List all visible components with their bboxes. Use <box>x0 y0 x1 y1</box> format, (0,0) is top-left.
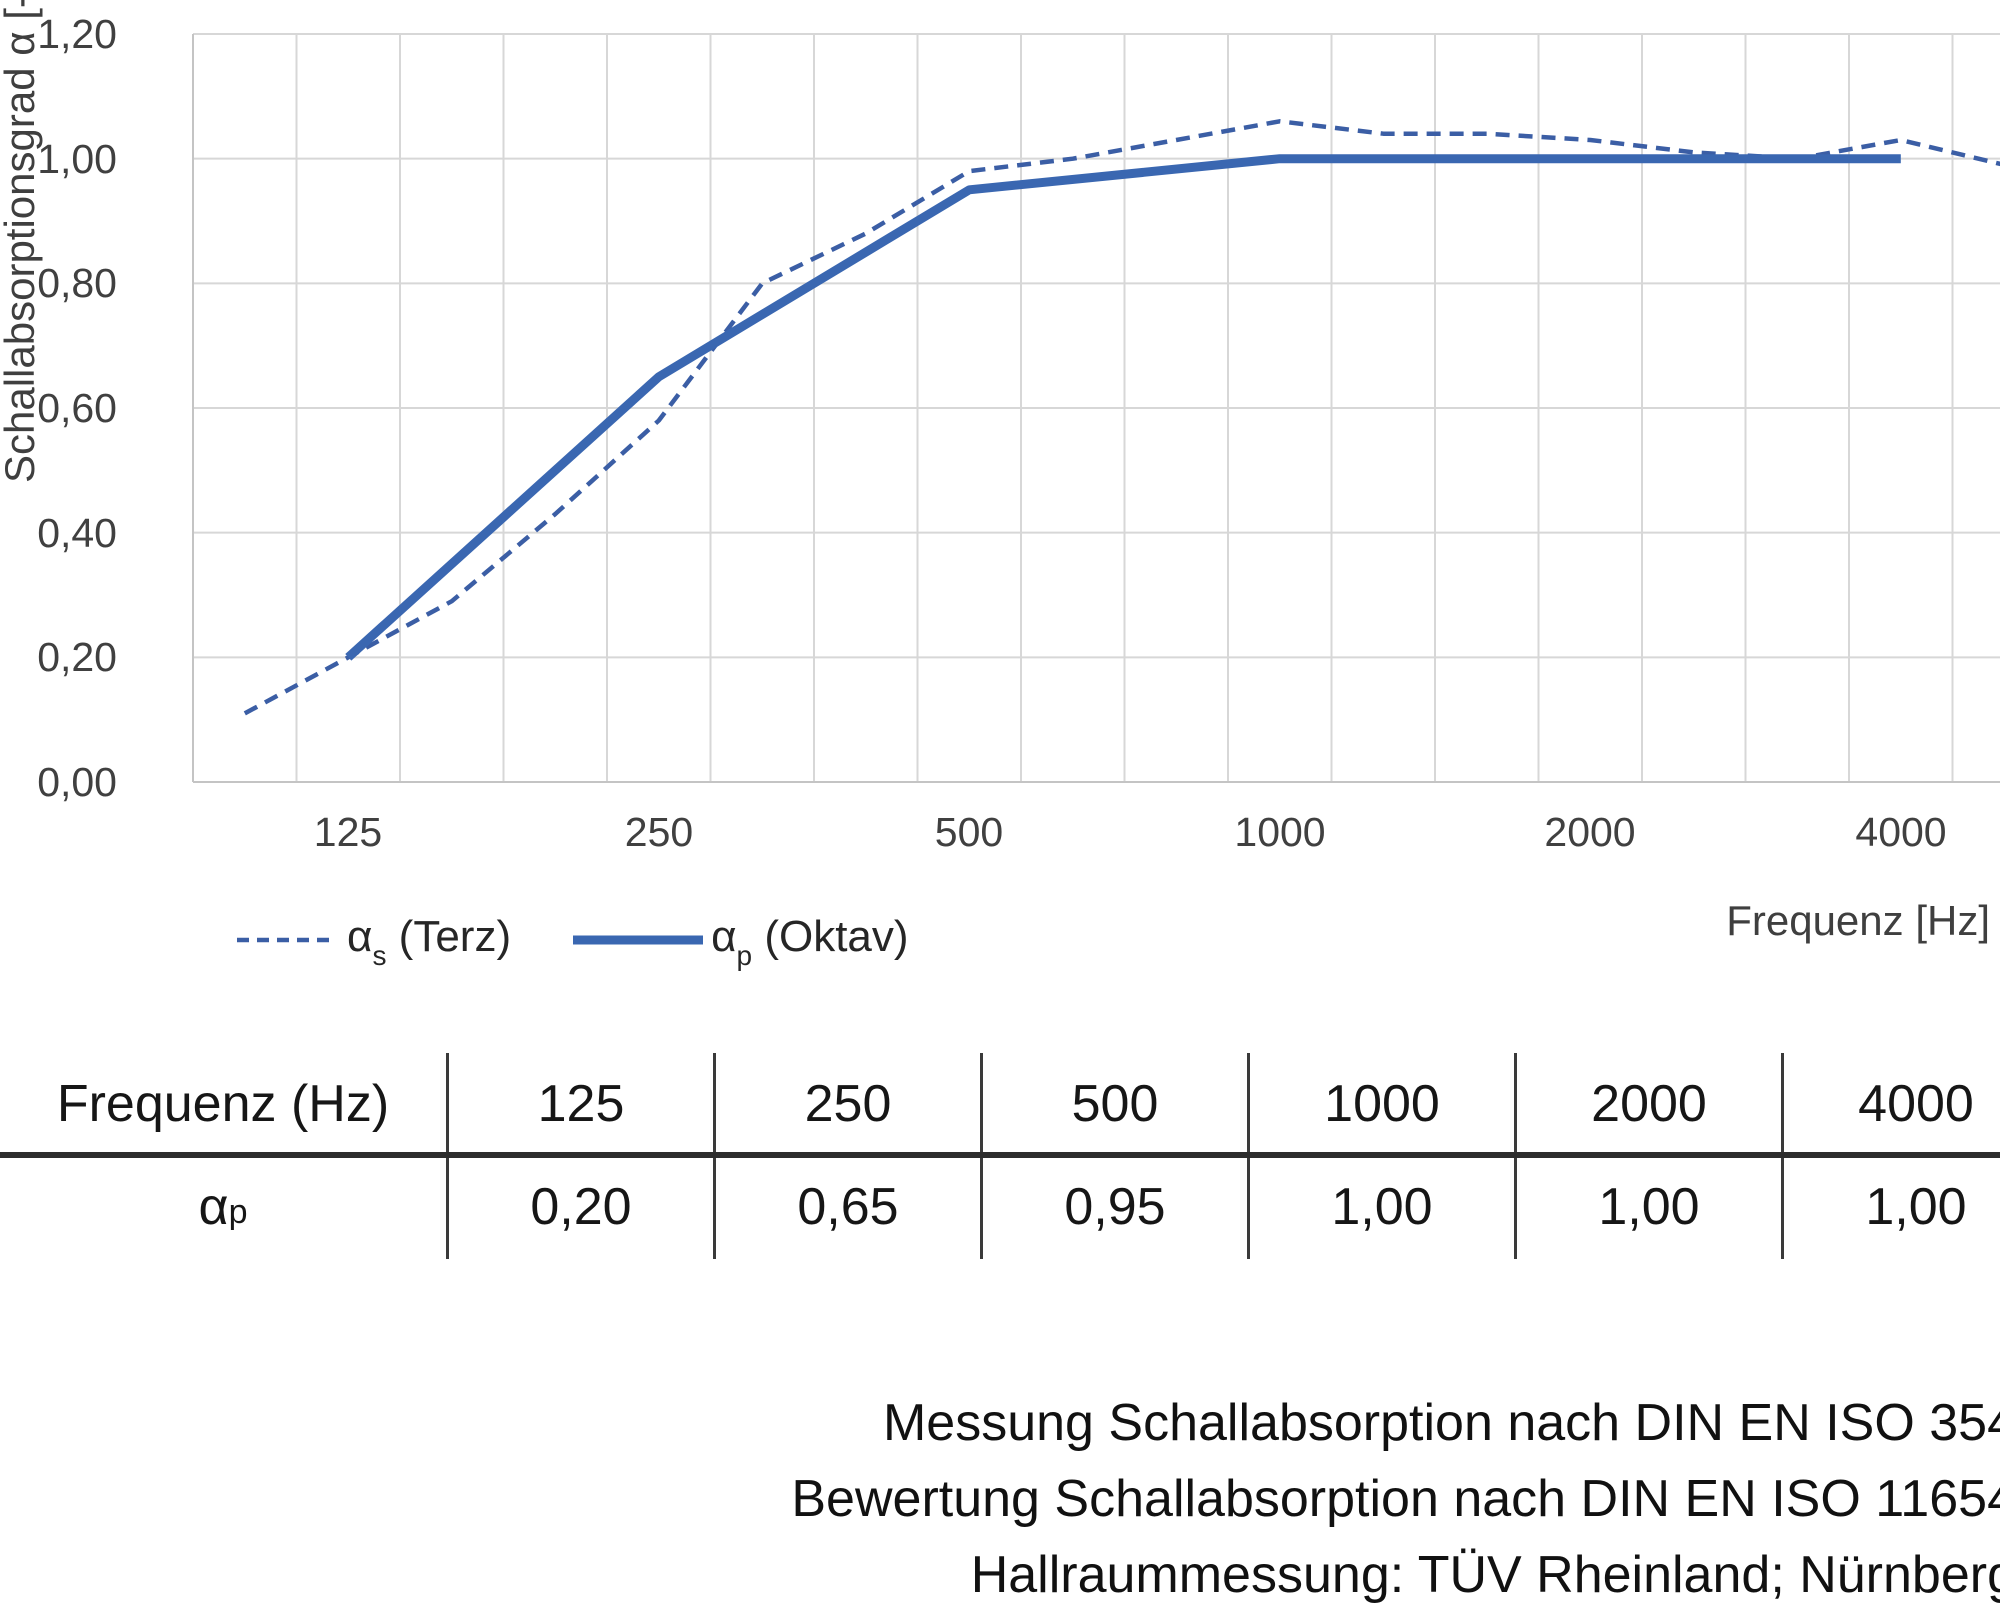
table-value-125: 0,20 <box>446 1154 713 1259</box>
y-tick: 0,00 <box>37 759 117 805</box>
x-tick: 4000 <box>1855 809 1947 855</box>
terz-dashed-line <box>243 119 2000 716</box>
y-tick: 1,00 <box>37 136 117 182</box>
x-tick: 500 <box>934 809 1004 855</box>
oktav-solid-line-sample <box>573 935 704 945</box>
table-header-frequency: Frequenz (Hz) <box>56 1074 390 1133</box>
table-header-250: 250 <box>713 1053 980 1154</box>
x-tick: 2000 <box>1544 809 1636 855</box>
legend-label-terz: αs (Terz) <box>347 912 512 971</box>
absorption-table: Frequenz (Hz) 125 250 500 1000 2000 4000… <box>0 1053 2000 1259</box>
table-header-125: 125 <box>446 1053 713 1154</box>
table-header-1000: 1000 <box>1247 1053 1514 1154</box>
measurement-notes: Messung Schallabsorption nach DIN EN ISO… <box>791 1385 2000 1613</box>
oktav-solid-line <box>345 154 1901 661</box>
note-line-2: Bewertung Schallabsorption nach DIN EN I… <box>791 1470 2000 1528</box>
x-tick: 125 <box>313 809 383 855</box>
table-header-2000: 2000 <box>1514 1053 1781 1154</box>
table-value-1000: 1,00 <box>1247 1154 1514 1259</box>
y-tick: 1,20 <box>37 11 117 57</box>
table-value-4000: 1,00 <box>1781 1154 2000 1259</box>
y-tick: 0,60 <box>37 385 117 431</box>
y-tick: 0,40 <box>37 510 117 556</box>
legend-label-oktav: αp (Oktav) <box>711 912 909 971</box>
y-tick: 0,20 <box>37 634 117 680</box>
table-divider-line <box>0 1152 2000 1158</box>
note-line-1: Messung Schallabsorption nach DIN EN ISO… <box>882 1394 2000 1452</box>
x-tick: 250 <box>624 809 694 855</box>
table-value-2000: 1,00 <box>1514 1154 1781 1259</box>
table-header-4000: 4000 <box>1781 1053 2000 1154</box>
absorption-chart <box>192 33 2000 783</box>
y-tick: 0,80 <box>37 260 117 306</box>
x-tick: 1000 <box>1234 809 1326 855</box>
note-line-3: Hallraummessung: TÜV Rheinland; Nürnberg <box>970 1546 2000 1604</box>
chart-legend: αs (Terz) αp (Oktav) <box>237 912 909 971</box>
terz-dashed-line-sample <box>237 937 330 943</box>
table-value-500: 0,95 <box>980 1154 1247 1259</box>
table-header-500: 500 <box>980 1053 1247 1154</box>
x-axis-title: Frequenz [Hz] <box>1726 897 1990 944</box>
table-value-250: 0,65 <box>713 1154 980 1259</box>
